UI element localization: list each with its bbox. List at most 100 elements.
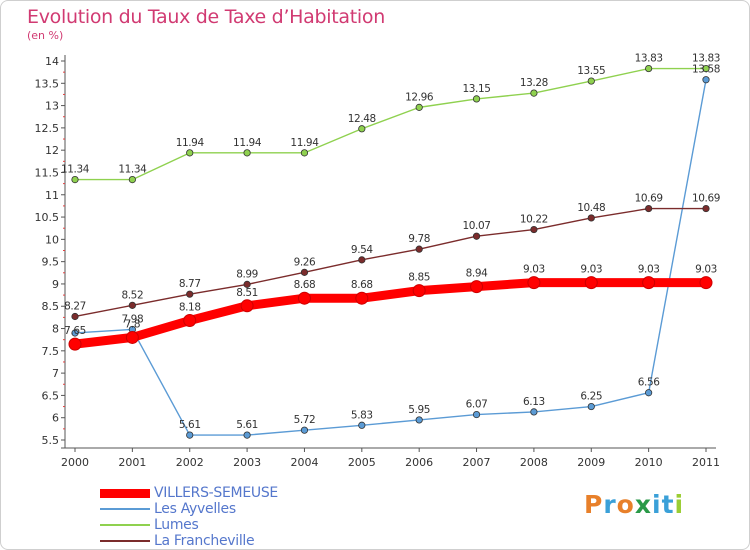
y-tick-label: 8.5 xyxy=(42,300,60,313)
series-point xyxy=(186,290,194,298)
data-label: 8.68 xyxy=(294,279,316,291)
y-tick-label: 11.5 xyxy=(35,166,60,179)
y-tick-label: 7 xyxy=(52,367,59,380)
legend-item: Les Ayvelles xyxy=(100,501,400,517)
data-label: 8.68 xyxy=(351,279,373,291)
y-tick-label: 5.5 xyxy=(42,434,60,447)
logo-letter: o xyxy=(616,490,635,519)
legend-label: Les Ayvelles xyxy=(154,501,236,517)
data-label: 10.69 xyxy=(692,193,720,205)
series-point xyxy=(128,176,136,184)
series-point xyxy=(297,291,311,305)
data-label: 9.54 xyxy=(351,244,373,256)
series-point xyxy=(71,176,79,184)
series-point xyxy=(415,245,423,253)
y-tick-label: 6 xyxy=(52,412,59,425)
series-point xyxy=(415,416,423,424)
series-point xyxy=(243,431,251,439)
y-tick-label: 12.5 xyxy=(35,122,60,135)
data-label: 13.28 xyxy=(520,77,548,89)
legend-item: La Francheville xyxy=(100,533,400,549)
data-label: 11.94 xyxy=(176,137,205,149)
series-point xyxy=(68,337,82,351)
data-label: 7.98 xyxy=(121,313,143,325)
series-line-villers-semeuse xyxy=(70,278,711,349)
data-label: 13.15 xyxy=(463,83,491,95)
series-point xyxy=(358,256,366,264)
y-tick-label: 12 xyxy=(45,144,59,157)
data-label: 8.77 xyxy=(179,278,201,290)
series-point xyxy=(527,276,541,290)
data-label: 12.96 xyxy=(405,91,434,103)
data-label: 8.18 xyxy=(179,302,201,314)
series-point xyxy=(702,76,710,84)
data-label: 9.03 xyxy=(580,264,602,276)
data-label: 5.83 xyxy=(351,409,373,421)
legend-swatch xyxy=(100,488,150,498)
x-tick-label: 2009 xyxy=(577,456,605,469)
series-point xyxy=(186,431,194,439)
series-point xyxy=(358,421,366,429)
chart-title: Evolution du Taux de Taxe d’Habitation xyxy=(27,6,385,28)
series-point xyxy=(300,426,309,434)
data-label: 12.48 xyxy=(348,113,376,125)
legend-swatch xyxy=(100,540,150,542)
series-point xyxy=(125,330,139,344)
data-label: 5.61 xyxy=(236,419,258,431)
series-point xyxy=(358,125,366,133)
x-tick-label: 2011 xyxy=(692,456,720,469)
data-label: 10.22 xyxy=(520,214,548,226)
y-tick-label: 13 xyxy=(45,100,59,113)
data-label: 8.27 xyxy=(64,300,86,312)
data-label: 11.94 xyxy=(233,137,262,149)
y-tick-label: 13.5 xyxy=(35,77,60,90)
series-point xyxy=(186,149,194,157)
data-label: 9.26 xyxy=(294,256,316,268)
data-label: 6.07 xyxy=(466,399,488,411)
series-point xyxy=(584,276,598,290)
x-tick-label: 2002 xyxy=(176,456,204,469)
series-point xyxy=(530,89,538,97)
legend-swatch xyxy=(100,524,150,526)
x-tick-label: 2003 xyxy=(233,456,261,469)
series-line-la-francheville xyxy=(74,207,707,318)
series-point xyxy=(243,280,251,288)
y-tick-label: 8 xyxy=(52,323,59,336)
proxiti-logo: Proxiti xyxy=(584,490,684,519)
series-point xyxy=(240,299,254,313)
data-label: 13.83 xyxy=(635,53,663,65)
series-point xyxy=(645,389,653,397)
x-tick-label: 2004 xyxy=(290,456,318,469)
legend-label: La Francheville xyxy=(154,533,255,549)
logo-letter: r xyxy=(603,490,617,519)
logo-letter: x xyxy=(634,490,652,519)
legend-swatch xyxy=(100,508,150,510)
data-label: 11.94 xyxy=(290,137,319,149)
series-point xyxy=(71,329,79,337)
series-point xyxy=(530,408,538,416)
data-label: 6.56 xyxy=(638,377,660,389)
y-tick-label: 14 xyxy=(45,55,59,68)
data-label: 10.69 xyxy=(635,193,663,205)
data-label: 9.03 xyxy=(695,264,717,276)
y-tick-label: 10 xyxy=(45,233,59,246)
data-label: 6.25 xyxy=(580,391,602,403)
data-label: 7.8 xyxy=(125,318,141,330)
data-label: 9.78 xyxy=(408,233,430,245)
y-tick-label: 9 xyxy=(52,278,59,291)
data-label: 6.13 xyxy=(523,396,545,408)
series-line-lumes xyxy=(74,67,707,181)
series-point xyxy=(243,149,251,157)
data-label: 5.61 xyxy=(179,419,201,431)
legend-label: VILLERS-SEMEUSE xyxy=(154,485,278,501)
series-point xyxy=(355,291,369,305)
data-label: 13.55 xyxy=(577,65,605,77)
series-point xyxy=(71,312,79,321)
x-tick-label: 2005 xyxy=(348,456,376,469)
series-point xyxy=(587,214,595,222)
data-label: 9.03 xyxy=(523,264,545,276)
x-tick-label: 2008 xyxy=(520,456,548,469)
data-label: 11.34 xyxy=(118,164,147,176)
series-point xyxy=(645,64,653,73)
series-point xyxy=(183,314,197,328)
